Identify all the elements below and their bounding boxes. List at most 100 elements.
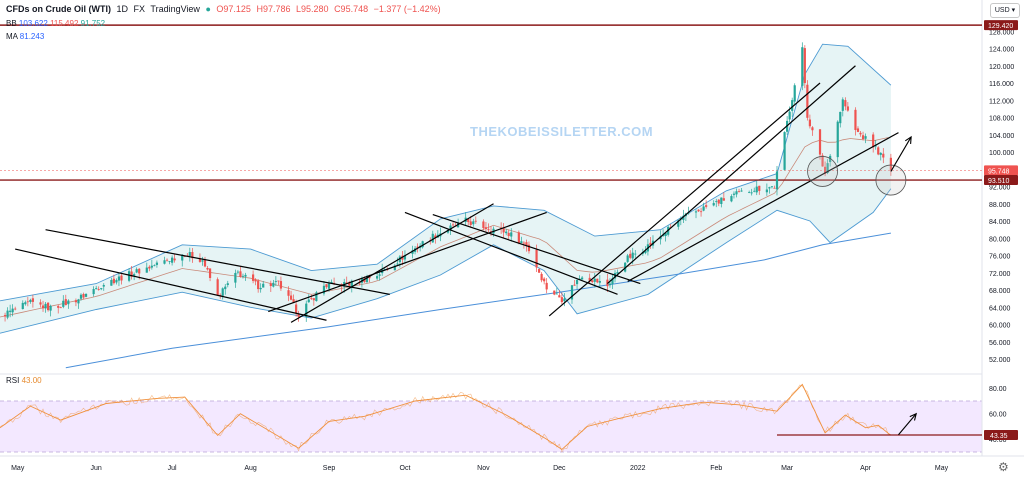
candle-body <box>115 280 118 283</box>
rsi-value: 43.00 <box>21 376 42 385</box>
candle-body <box>682 215 685 220</box>
candle-body <box>755 186 758 193</box>
candle-body <box>201 260 204 262</box>
candle-body <box>856 128 860 132</box>
candle-body <box>292 299 295 303</box>
candle-body <box>322 285 326 294</box>
bb-lower-value: 91.752 <box>80 19 106 28</box>
candle-body <box>768 187 771 189</box>
time-tick-label: Aug <box>244 465 257 472</box>
bb-basis-value: 103.622 <box>18 19 48 28</box>
candle-body <box>181 254 184 261</box>
time-tick-label: Sep <box>323 465 336 472</box>
candle-body <box>854 109 857 130</box>
candle-body <box>598 281 601 283</box>
ma-value: 81.243 <box>19 32 45 41</box>
candle-body <box>84 293 88 297</box>
candle-body <box>348 282 351 286</box>
bb-fill <box>0 44 891 334</box>
price-tick-label: 100.000 <box>989 150 1014 157</box>
trendline <box>548 82 821 317</box>
candle-body <box>411 250 414 254</box>
trendline <box>404 211 618 295</box>
rsi-arrow-head <box>909 412 918 421</box>
candle-body <box>244 274 247 277</box>
open-value: O97.125 <box>216 4 251 14</box>
price-tick-label: 92.000 <box>989 185 1011 192</box>
price-tick-label: 116.000 <box>989 81 1014 88</box>
candle-body <box>889 157 892 171</box>
candle-body <box>841 99 844 111</box>
candle-body <box>203 259 207 267</box>
candle-body <box>135 269 138 273</box>
candle-body <box>765 189 768 193</box>
candle-body <box>41 305 45 309</box>
candle-body <box>451 224 455 226</box>
candle-body <box>251 274 255 281</box>
candle-body <box>877 147 880 155</box>
candle-body <box>117 276 121 281</box>
candle-body <box>29 299 32 302</box>
candle-body <box>365 277 369 283</box>
candle-body <box>844 100 847 107</box>
candle-body <box>563 298 566 302</box>
exchange-label: FX <box>133 4 146 14</box>
candle-body <box>431 233 434 243</box>
bb-legend[interactable]: BB 103.622 115.492 91.752 <box>6 19 105 28</box>
time-tick-label: May <box>11 465 25 472</box>
ma-legend[interactable]: MA 81.243 <box>6 32 44 41</box>
candle-body <box>581 277 584 280</box>
trendline <box>607 65 856 285</box>
candle-body <box>120 275 123 281</box>
candle-body <box>26 301 29 303</box>
candle-body <box>702 206 705 211</box>
candle-body <box>535 249 538 268</box>
candle-body <box>874 145 877 147</box>
candle-body <box>811 127 814 131</box>
candle-body <box>505 231 508 234</box>
candle-body <box>206 267 209 270</box>
candle-body <box>191 252 194 259</box>
candle-body <box>11 308 14 313</box>
candle-body <box>783 132 786 170</box>
candle-body <box>269 283 272 287</box>
candle-body <box>522 242 526 244</box>
gear-icon[interactable]: ⚙ <box>998 460 1009 474</box>
candle-body <box>753 190 756 192</box>
candle-body <box>593 278 596 282</box>
price-badge-label: 129.420 <box>988 23 1013 30</box>
rsi-arrow <box>898 413 917 436</box>
candle-body <box>97 289 100 291</box>
rsi-badge <box>984 429 1018 440</box>
candle-body <box>818 129 822 155</box>
candle-body <box>624 262 627 272</box>
candle-body <box>188 252 191 257</box>
candle-body <box>540 273 543 281</box>
candle-body <box>626 255 629 262</box>
candle-body <box>677 220 680 227</box>
currency-button[interactable]: USD ▾ <box>990 3 1020 18</box>
time-tick-label: May <box>935 465 949 472</box>
candle-body <box>254 279 257 282</box>
candle-body <box>327 283 331 289</box>
candle-body <box>272 282 275 287</box>
time-tick-label: Mar <box>781 465 794 472</box>
candle-body <box>57 305 60 308</box>
candle-body <box>305 303 308 317</box>
candle-body <box>588 277 591 281</box>
candle-body <box>330 281 333 284</box>
candle-body <box>791 100 794 111</box>
candle-body <box>325 284 328 288</box>
candle-body <box>732 193 736 195</box>
rsi-legend[interactable]: RSI 43.00 <box>6 376 42 385</box>
candle-body <box>537 269 541 273</box>
candle-body <box>750 192 753 194</box>
symbol-title[interactable]: CFDs on Crude Oil (WTI) <box>6 4 111 14</box>
interval-label[interactable]: 1D <box>116 4 129 14</box>
candle-body <box>130 271 133 277</box>
candle-body <box>368 276 371 279</box>
candle-body <box>553 290 556 295</box>
candle-body <box>717 199 720 204</box>
rsi-band <box>0 400 982 452</box>
